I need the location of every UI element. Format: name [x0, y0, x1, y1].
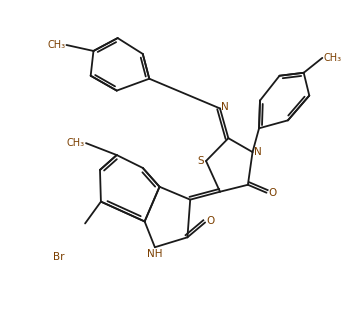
Text: N: N [221, 102, 228, 112]
Text: CH₃: CH₃ [66, 138, 85, 148]
Text: O: O [206, 216, 214, 226]
Text: O: O [268, 188, 276, 198]
Text: Br: Br [53, 252, 65, 262]
Text: CH₃: CH₃ [324, 53, 341, 63]
Text: NH: NH [147, 249, 163, 259]
Text: S: S [198, 156, 204, 166]
Text: N: N [254, 147, 262, 157]
Text: CH₃: CH₃ [47, 40, 65, 50]
